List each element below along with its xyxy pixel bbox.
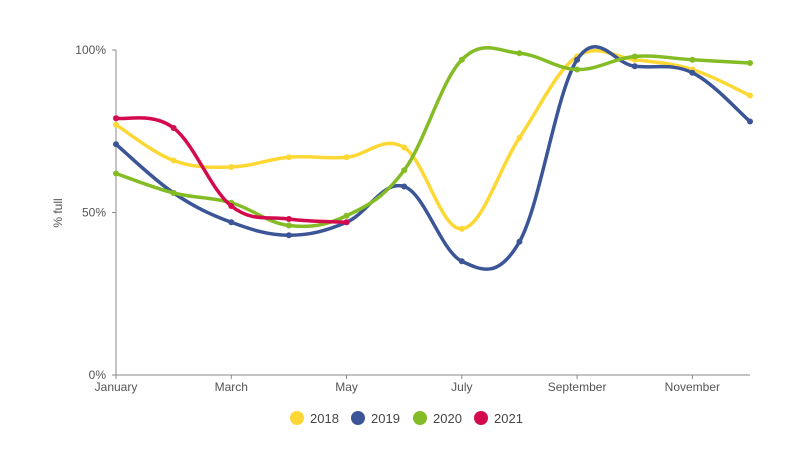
data-point-2019[interactable]: 2019 November: 93 bbox=[689, 69, 696, 76]
y-tick-label: 100% bbox=[75, 43, 106, 57]
data-point-2021[interactable]: 2021 February: 76 bbox=[170, 125, 177, 131]
x-tick-label: September bbox=[548, 380, 607, 394]
data-point-2018[interactable]: 2018 August: 73 bbox=[516, 134, 523, 141]
legend-item-2019[interactable]: 2019 bbox=[351, 411, 400, 426]
data-point-2020[interactable]: 2020 June: 63 bbox=[401, 167, 408, 174]
x-tick-label: May bbox=[335, 380, 358, 394]
legend-label: 2019 bbox=[371, 411, 400, 426]
data-point-2020[interactable]: 2020 October: 98 bbox=[631, 53, 638, 60]
data-point-2018[interactable]: 2018 December: 86 bbox=[747, 92, 753, 99]
data-point-2020[interactable]: 2020 April: 46 bbox=[285, 222, 292, 229]
data-point-2021[interactable]: 2021 April: 48 bbox=[285, 216, 292, 222]
data-point-2018[interactable]: 2018 April: 67 bbox=[285, 154, 292, 161]
data-point-2020[interactable]: 2020 August: 99 bbox=[516, 50, 523, 57]
y-ticks: 0% 50% 100% bbox=[75, 43, 116, 382]
series-line-2018 bbox=[114, 48, 752, 231]
legend-label: 2021 bbox=[494, 411, 523, 426]
axes: % full bbox=[51, 50, 750, 376]
legend-item-2018[interactable]: 2018 bbox=[290, 411, 339, 426]
data-point-2020[interactable]: 2020 February: 56 bbox=[170, 190, 177, 196]
series: 2018 January: 77 2018 February: 66 2018 Ma… bbox=[113, 45, 753, 271]
series-2018: 2018 January: 77 2018 February: 66 2018 Ma… bbox=[113, 48, 753, 232]
data-point-2019[interactable]: 2019 August: 41 bbox=[516, 238, 523, 245]
data-point-2018[interactable]: 2018 June: 70 bbox=[401, 144, 408, 151]
legend[interactable]: 2018 2019 2020 2021 bbox=[290, 411, 523, 426]
y-tick-label: 0% bbox=[89, 368, 107, 382]
x-tick-label: January bbox=[95, 380, 138, 394]
x-tick-label: November bbox=[665, 380, 720, 394]
y-tick-label: 50% bbox=[82, 206, 106, 220]
data-point-2019[interactable]: 2019 January: 71 bbox=[113, 141, 119, 148]
legend-marker bbox=[474, 411, 488, 425]
data-point-2018[interactable]: 2018 May: 67 bbox=[343, 154, 350, 161]
legend-marker bbox=[413, 411, 427, 425]
series-2019: 2019 January: 712019 February: 562019 Ma… bbox=[113, 45, 753, 271]
legend-item-2020[interactable]: 2020 bbox=[413, 411, 462, 426]
x-ticks: January March May July September November bbox=[95, 375, 720, 394]
data-point-2020[interactable]: 2020 December: 96 bbox=[747, 60, 753, 66]
legend-marker bbox=[290, 411, 304, 425]
data-point-2019[interactable]: 2019 December: 78 bbox=[747, 118, 753, 125]
legend-item-2021[interactable]: 2021 bbox=[474, 411, 523, 426]
data-point-2021[interactable]: 2021 May: 47 bbox=[343, 219, 350, 226]
data-point-2019[interactable]: 2019 October: 95 bbox=[631, 63, 638, 70]
legend-label: 2020 bbox=[433, 411, 462, 426]
data-point-2018[interactable]: 2018 January: 77 bbox=[113, 121, 119, 128]
data-point-2019[interactable]: 2019 September: 97 bbox=[574, 56, 581, 63]
series-line-2019 bbox=[114, 45, 752, 271]
x-tick-label: March bbox=[215, 380, 248, 394]
series-2020: 2020 January: 62 2020 February: 56 2020 Ma… bbox=[113, 46, 753, 229]
data-point-2018[interactable]: 2018 March: 64 bbox=[228, 164, 235, 170]
data-point-2021[interactable]: 2021 March: 52 bbox=[228, 203, 235, 209]
data-point-2021[interactable]: 2021 January: 79 bbox=[113, 115, 119, 122]
data-point-2020[interactable]: 2020 May: 49 bbox=[343, 212, 350, 219]
data-point-2020[interactable]: 2020 January: 62 bbox=[113, 170, 119, 177]
series-line-2020 bbox=[114, 46, 752, 229]
data-point-2019[interactable]: 2019 April: 43 bbox=[285, 232, 292, 239]
data-point-2019[interactable]: 2019 March: 47 bbox=[228, 219, 235, 226]
data-point-2020[interactable]: 2020 July: 97 bbox=[458, 56, 465, 63]
data-point-2018[interactable]: 2018 July: 45 bbox=[458, 225, 465, 232]
legend-label: 2018 bbox=[310, 411, 339, 426]
data-point-2020[interactable]: 2020 September: 94 bbox=[574, 66, 581, 73]
series-2021: 2021 January: 79 2021 February: 76 2021 Ma… bbox=[113, 115, 350, 226]
data-point-2019[interactable]: 2019 June: 58 bbox=[401, 183, 408, 190]
x-tick-label: July bbox=[451, 380, 472, 394]
data-point-2020[interactable]: 2020 November: 97 bbox=[689, 56, 696, 63]
legend-marker bbox=[351, 411, 365, 425]
data-point-2019[interactable]: 2019 July: 35 bbox=[458, 258, 465, 265]
data-point-2018[interactable]: 2018 February: 66 bbox=[170, 157, 177, 164]
series-line-2021 bbox=[114, 116, 349, 224]
y-axis-title: % full bbox=[51, 198, 65, 227]
